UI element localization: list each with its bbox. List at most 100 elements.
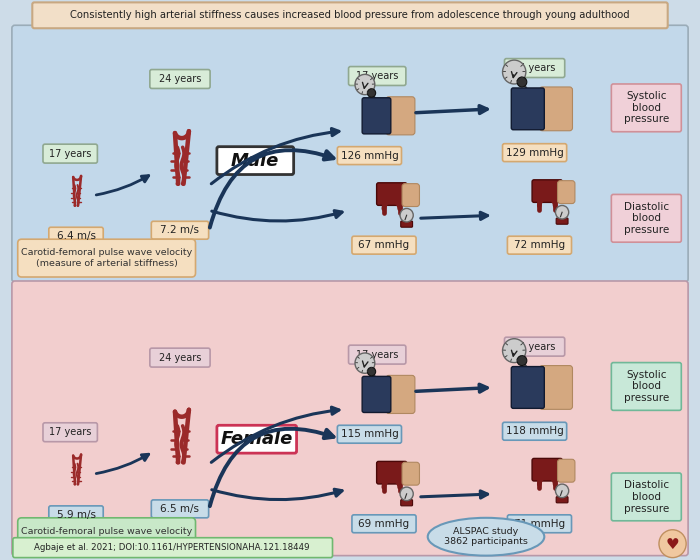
Circle shape	[503, 60, 526, 84]
FancyBboxPatch shape	[352, 236, 416, 254]
FancyArrowPatch shape	[210, 150, 334, 227]
FancyArrowPatch shape	[416, 384, 487, 392]
FancyBboxPatch shape	[12, 281, 688, 556]
FancyBboxPatch shape	[611, 84, 681, 132]
Text: 17 years: 17 years	[49, 427, 92, 437]
FancyBboxPatch shape	[511, 367, 545, 408]
Circle shape	[368, 88, 376, 97]
Circle shape	[368, 367, 376, 376]
FancyBboxPatch shape	[611, 473, 681, 521]
Text: 24 years: 24 years	[513, 342, 556, 352]
FancyArrowPatch shape	[421, 491, 488, 498]
Text: Carotid-femoral pulse wave velocity
(measure of arterial stiffness): Carotid-femoral pulse wave velocity (mea…	[22, 527, 192, 547]
FancyBboxPatch shape	[49, 506, 103, 524]
FancyBboxPatch shape	[540, 366, 573, 409]
Circle shape	[355, 353, 374, 374]
FancyBboxPatch shape	[32, 2, 668, 28]
Text: 69 mmHg: 69 mmHg	[358, 519, 410, 529]
FancyBboxPatch shape	[532, 180, 562, 202]
Circle shape	[355, 74, 374, 95]
Circle shape	[556, 484, 568, 498]
Text: 126 mmHg: 126 mmHg	[341, 151, 398, 161]
FancyArrowPatch shape	[212, 489, 342, 500]
FancyBboxPatch shape	[349, 67, 406, 86]
Text: Carotid-femoral pulse wave velocity
(measure of arterial stiffness): Carotid-femoral pulse wave velocity (mea…	[22, 249, 192, 268]
FancyBboxPatch shape	[503, 144, 567, 162]
FancyBboxPatch shape	[150, 348, 210, 367]
FancyBboxPatch shape	[217, 147, 293, 175]
Text: 24 years: 24 years	[513, 63, 556, 73]
Circle shape	[517, 77, 527, 87]
Text: 118 mmHg: 118 mmHg	[505, 426, 564, 436]
Text: Systolic
blood
pressure: Systolic blood pressure	[624, 370, 669, 403]
Text: 17 years: 17 years	[356, 349, 398, 360]
FancyBboxPatch shape	[377, 461, 407, 484]
Text: Male: Male	[230, 152, 279, 170]
Circle shape	[659, 530, 686, 558]
FancyBboxPatch shape	[18, 239, 195, 277]
FancyBboxPatch shape	[557, 459, 575, 482]
FancyArrowPatch shape	[416, 106, 487, 114]
Text: Diastolic
blood
pressure: Diastolic blood pressure	[624, 202, 669, 235]
FancyBboxPatch shape	[217, 425, 297, 453]
FancyBboxPatch shape	[43, 144, 97, 163]
Text: Systolic
blood
pressure: Systolic blood pressure	[624, 91, 669, 124]
Circle shape	[556, 206, 568, 219]
FancyBboxPatch shape	[386, 375, 415, 413]
Text: 6.5 m/s: 6.5 m/s	[160, 504, 200, 514]
FancyBboxPatch shape	[503, 422, 567, 440]
FancyBboxPatch shape	[505, 59, 565, 77]
FancyBboxPatch shape	[352, 515, 416, 533]
Text: Agbaje et al. 2021; DOI:10.1161/HYPERTENSIONAHA.121.18449: Agbaje et al. 2021; DOI:10.1161/HYPERTEN…	[34, 543, 310, 552]
FancyBboxPatch shape	[400, 221, 412, 227]
FancyBboxPatch shape	[18, 518, 195, 556]
FancyBboxPatch shape	[49, 227, 103, 245]
FancyBboxPatch shape	[349, 345, 406, 364]
FancyBboxPatch shape	[511, 88, 545, 130]
Text: 24 years: 24 years	[159, 353, 201, 363]
FancyBboxPatch shape	[557, 181, 575, 203]
FancyBboxPatch shape	[362, 98, 391, 134]
Text: 6.4 m/s: 6.4 m/s	[57, 231, 95, 241]
Text: 5.9 m/s: 5.9 m/s	[57, 510, 95, 520]
Text: 115 mmHg: 115 mmHg	[341, 429, 398, 439]
FancyBboxPatch shape	[377, 183, 407, 206]
FancyBboxPatch shape	[12, 25, 688, 282]
FancyBboxPatch shape	[505, 337, 565, 356]
FancyBboxPatch shape	[337, 425, 402, 443]
FancyBboxPatch shape	[151, 500, 209, 518]
Text: Consistently high arterial stiffness causes increased blood pressure from adoles: Consistently high arterial stiffness cau…	[70, 10, 630, 20]
FancyBboxPatch shape	[508, 515, 571, 533]
Text: 67 mmHg: 67 mmHg	[358, 240, 410, 250]
FancyArrowPatch shape	[210, 429, 334, 506]
FancyBboxPatch shape	[402, 462, 419, 485]
Text: 71 mmHg: 71 mmHg	[514, 519, 565, 529]
FancyArrowPatch shape	[211, 128, 339, 184]
FancyBboxPatch shape	[151, 221, 209, 239]
Circle shape	[400, 208, 413, 222]
Text: 24 years: 24 years	[159, 74, 201, 84]
FancyArrowPatch shape	[421, 212, 488, 220]
Text: Diastolic
blood
pressure: Diastolic blood pressure	[624, 480, 669, 514]
FancyBboxPatch shape	[611, 194, 681, 242]
FancyBboxPatch shape	[386, 97, 415, 135]
Circle shape	[503, 339, 526, 362]
FancyBboxPatch shape	[402, 184, 419, 207]
Text: 72 mmHg: 72 mmHg	[514, 240, 565, 250]
FancyBboxPatch shape	[400, 500, 412, 506]
FancyBboxPatch shape	[13, 538, 332, 558]
FancyBboxPatch shape	[43, 423, 97, 442]
Text: 17 years: 17 years	[49, 148, 92, 158]
FancyArrowPatch shape	[96, 176, 148, 195]
Ellipse shape	[428, 518, 545, 556]
FancyBboxPatch shape	[337, 147, 402, 165]
FancyBboxPatch shape	[508, 236, 571, 254]
FancyBboxPatch shape	[556, 218, 568, 224]
Text: 17 years: 17 years	[356, 71, 398, 81]
Circle shape	[517, 356, 527, 366]
FancyArrowPatch shape	[211, 407, 339, 463]
FancyBboxPatch shape	[556, 497, 568, 503]
Text: ♥: ♥	[666, 537, 680, 552]
Text: Female: Female	[220, 430, 293, 448]
FancyBboxPatch shape	[540, 87, 573, 130]
